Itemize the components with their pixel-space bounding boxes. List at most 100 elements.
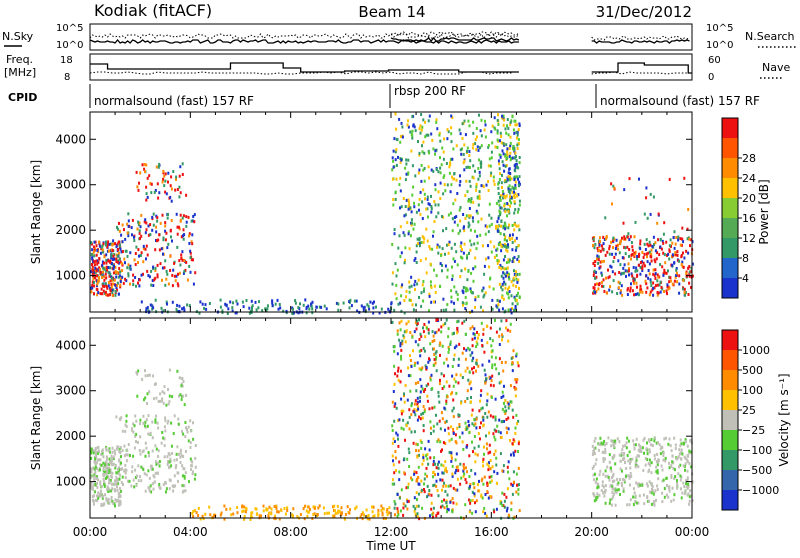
velocity-rbsp-cell — [424, 472, 427, 476]
power-low-cell — [387, 307, 390, 311]
power-rbsp-cell — [509, 195, 511, 199]
power-rbsp-cell — [439, 285, 441, 288]
power-cell — [646, 286, 649, 290]
power-rbsp-cell — [507, 187, 510, 191]
velocity-cell — [136, 394, 139, 398]
power-rbsp-cell — [508, 236, 511, 240]
power-cell — [648, 262, 651, 266]
velocity-cell — [646, 441, 648, 445]
power-rbsp-cell — [483, 128, 486, 132]
power-cell — [106, 243, 109, 247]
power-rbsp-cell — [480, 217, 483, 221]
velocity-rbsp-cell — [511, 408, 514, 412]
velocity-rbsp-cell — [426, 394, 429, 398]
velocity-rbsp-cell — [470, 387, 473, 391]
power-rbsp-cell — [511, 185, 514, 189]
velocity-low-cell — [354, 507, 357, 511]
power-cell — [178, 185, 181, 189]
velocity-rbsp-cell — [449, 500, 452, 504]
velocity-rbsp-cell — [503, 409, 506, 413]
power-cell — [183, 259, 186, 262]
power-rbsp-cell — [501, 149, 504, 153]
velocity-rbsp-cell — [510, 362, 513, 366]
power-rbsp-cell — [468, 214, 470, 218]
velocity-cell — [661, 500, 664, 504]
velocity-rbsp-cell — [473, 486, 476, 490]
power-rbsp-cell — [511, 236, 514, 240]
velocity-rbsp-cell — [450, 392, 452, 396]
velocity-rbsp-cell — [474, 501, 476, 505]
velocity-cell — [152, 374, 155, 378]
power-rbsp-cell — [447, 213, 450, 217]
velocity-rbsp-cell — [426, 474, 428, 478]
velocity-cell — [682, 481, 685, 485]
velocity-rbsp-cell — [509, 329, 512, 333]
velocity-cell — [690, 465, 693, 469]
velocity-cell — [632, 503, 635, 506]
velocity-rbsp-cell — [433, 358, 436, 361]
power-colorbar-tick-label: 4 — [742, 272, 749, 285]
power-cell — [119, 285, 122, 289]
power-cell — [661, 265, 664, 269]
velocity-cell — [139, 422, 141, 425]
power-cell — [178, 225, 180, 229]
velocity-cell — [680, 487, 682, 491]
power-rbsp-cell — [507, 243, 509, 247]
power-cell — [673, 230, 676, 234]
power-rbsp-cell — [510, 294, 513, 298]
power-rbsp-cell — [465, 179, 468, 183]
power-cell — [107, 240, 110, 244]
power-rbsp-cell — [452, 257, 455, 261]
power-rbsp-cell — [514, 239, 516, 243]
nave-trace — [89, 71, 512, 75]
power-cell — [110, 276, 113, 280]
velocity-cell — [173, 414, 176, 418]
power-cell — [154, 276, 157, 280]
velocity-cell — [168, 460, 171, 464]
power-low-cell — [367, 304, 370, 308]
velocity-rbsp-cell — [473, 446, 476, 450]
power-rbsp-cell — [510, 311, 513, 315]
power-cell — [624, 269, 627, 273]
power-cell — [643, 242, 646, 246]
power-rbsp-cell — [504, 154, 507, 158]
velocity-low-cell — [223, 504, 226, 508]
velocity-cell — [625, 474, 627, 478]
power-cell — [105, 261, 108, 265]
power-rbsp-cell — [456, 293, 459, 297]
power-rbsp-cell — [456, 297, 459, 301]
power-rbsp-cell — [496, 229, 499, 233]
power-rbsp-cell — [468, 223, 471, 227]
power-rbsp-cell — [422, 168, 425, 172]
velocity-rbsp-cell — [460, 476, 463, 480]
velocity-rbsp-cell — [415, 408, 418, 412]
power-cell — [104, 272, 107, 276]
power-rbsp-cell — [487, 230, 490, 234]
power-rbsp-cell — [509, 151, 512, 155]
power-cell — [142, 272, 144, 276]
velocity-rbsp-cell — [454, 433, 457, 437]
power-cell — [671, 282, 674, 286]
power-rbsp-cell — [467, 119, 470, 123]
velocity-cell — [168, 478, 171, 482]
velocity-low-cell — [283, 507, 286, 510]
velocity-rbsp-cell — [511, 369, 514, 373]
power-cell — [115, 275, 118, 279]
power-cell — [162, 238, 165, 242]
power-cell — [652, 281, 655, 285]
velocity-rbsp-cell — [430, 373, 433, 377]
power-cell — [621, 293, 624, 297]
velocity-cell — [107, 487, 110, 491]
velocity-rbsp-cell — [473, 423, 476, 427]
power-cell — [110, 261, 113, 265]
power-cell — [683, 291, 686, 295]
velocity-cell — [655, 498, 657, 502]
power-rbsp-cell — [475, 127, 478, 130]
velocity-heatmap-cells — [90, 318, 694, 521]
power-rbsp-cell — [518, 295, 521, 299]
velocity-rbsp-cell — [393, 364, 396, 368]
velocity-cell — [110, 496, 113, 499]
velocity-low-cell — [377, 514, 380, 518]
power-cell — [96, 282, 99, 286]
power-rbsp-cell — [475, 185, 478, 189]
